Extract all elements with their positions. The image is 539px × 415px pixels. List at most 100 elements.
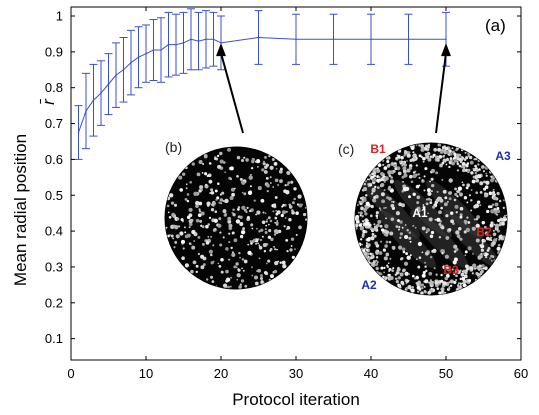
panel-label-a: (a): [485, 16, 506, 35]
particle: [418, 144, 421, 147]
particle: [206, 174, 210, 178]
particle: [240, 180, 244, 184]
particle: [407, 285, 412, 290]
data-point-15: [182, 42, 185, 44]
particle: [423, 290, 426, 293]
particle: [260, 228, 264, 232]
particle: [196, 172, 201, 177]
particle: [483, 252, 486, 256]
particle: [361, 243, 364, 246]
particle: [485, 180, 490, 185]
particle: [229, 285, 232, 288]
particle: [409, 254, 412, 257]
x-tick-label-60: 60: [514, 366, 528, 381]
particle: [361, 234, 365, 238]
particle: [453, 244, 458, 249]
particle: [375, 214, 379, 218]
particle: [404, 271, 409, 276]
particle: [273, 246, 275, 248]
particle: [418, 256, 422, 260]
particle: [424, 251, 429, 256]
particle: [380, 172, 384, 176]
particle: [397, 219, 400, 223]
particle: [379, 207, 381, 210]
data-point-16: [190, 38, 192, 41]
particle: [195, 270, 198, 274]
particle: [395, 280, 399, 284]
particle: [441, 291, 444, 293]
data-point-35: [332, 38, 335, 41]
particle: [272, 210, 275, 213]
particle: [357, 211, 360, 214]
particle: [283, 203, 287, 207]
particle: [227, 219, 232, 224]
particle: [418, 176, 421, 179]
particle: [496, 246, 501, 251]
error-bar-3: [89, 63, 98, 137]
particle: [451, 268, 454, 271]
particle: [470, 171, 474, 175]
particle: [411, 286, 414, 289]
particle: [216, 154, 220, 158]
particle: [392, 172, 394, 175]
particle: [288, 218, 292, 222]
particle: [427, 191, 432, 197]
particle: [188, 213, 193, 218]
particle: [248, 175, 253, 180]
particle: [263, 250, 267, 253]
particle: [475, 272, 479, 276]
particle: [467, 221, 471, 224]
particle: [191, 229, 196, 235]
data-point-3: [92, 99, 95, 102]
particle: [295, 211, 299, 215]
error-bar-10: [142, 24, 150, 83]
particle: [363, 210, 366, 213]
particle: [206, 201, 211, 206]
particle: [375, 251, 379, 255]
particle: [471, 179, 476, 184]
particle: [428, 271, 433, 276]
particle: [253, 199, 256, 202]
particle: [393, 163, 398, 168]
particle: [386, 164, 391, 168]
particle: [210, 208, 215, 212]
data-point-6: [115, 74, 117, 76]
data-point-45: [407, 38, 410, 41]
particle: [398, 160, 402, 163]
error-bar-4: [97, 60, 105, 126]
particle: [258, 229, 261, 233]
particle: [490, 221, 494, 225]
particle: [464, 250, 468, 254]
particle: [465, 227, 470, 233]
particle: [459, 206, 464, 211]
particle: [433, 147, 438, 152]
particle: [434, 280, 439, 285]
particle: [178, 175, 183, 180]
particle: [286, 249, 289, 253]
particle: [444, 196, 448, 200]
particle: [273, 162, 278, 166]
error-bar-30: [292, 13, 300, 65]
particle: [298, 225, 302, 230]
particle: [440, 287, 445, 292]
particle: [294, 248, 296, 251]
x-tick-label-20: 20: [214, 366, 228, 381]
particle: [409, 159, 413, 162]
particle: [273, 229, 279, 234]
particle: [442, 189, 447, 194]
particle: [481, 220, 486, 225]
particle: [481, 165, 485, 169]
particle: [273, 203, 277, 207]
particle: [473, 218, 476, 221]
particle: [457, 186, 463, 191]
particle: [236, 155, 241, 160]
particle: [250, 242, 253, 245]
data-point-19: [212, 38, 215, 41]
particle: [242, 157, 245, 159]
particle: [478, 269, 481, 272]
particle: [498, 234, 503, 240]
particle: [178, 225, 181, 228]
particle: [198, 210, 202, 213]
particle: [361, 214, 364, 218]
x-tick-label-40: 40: [364, 366, 378, 381]
